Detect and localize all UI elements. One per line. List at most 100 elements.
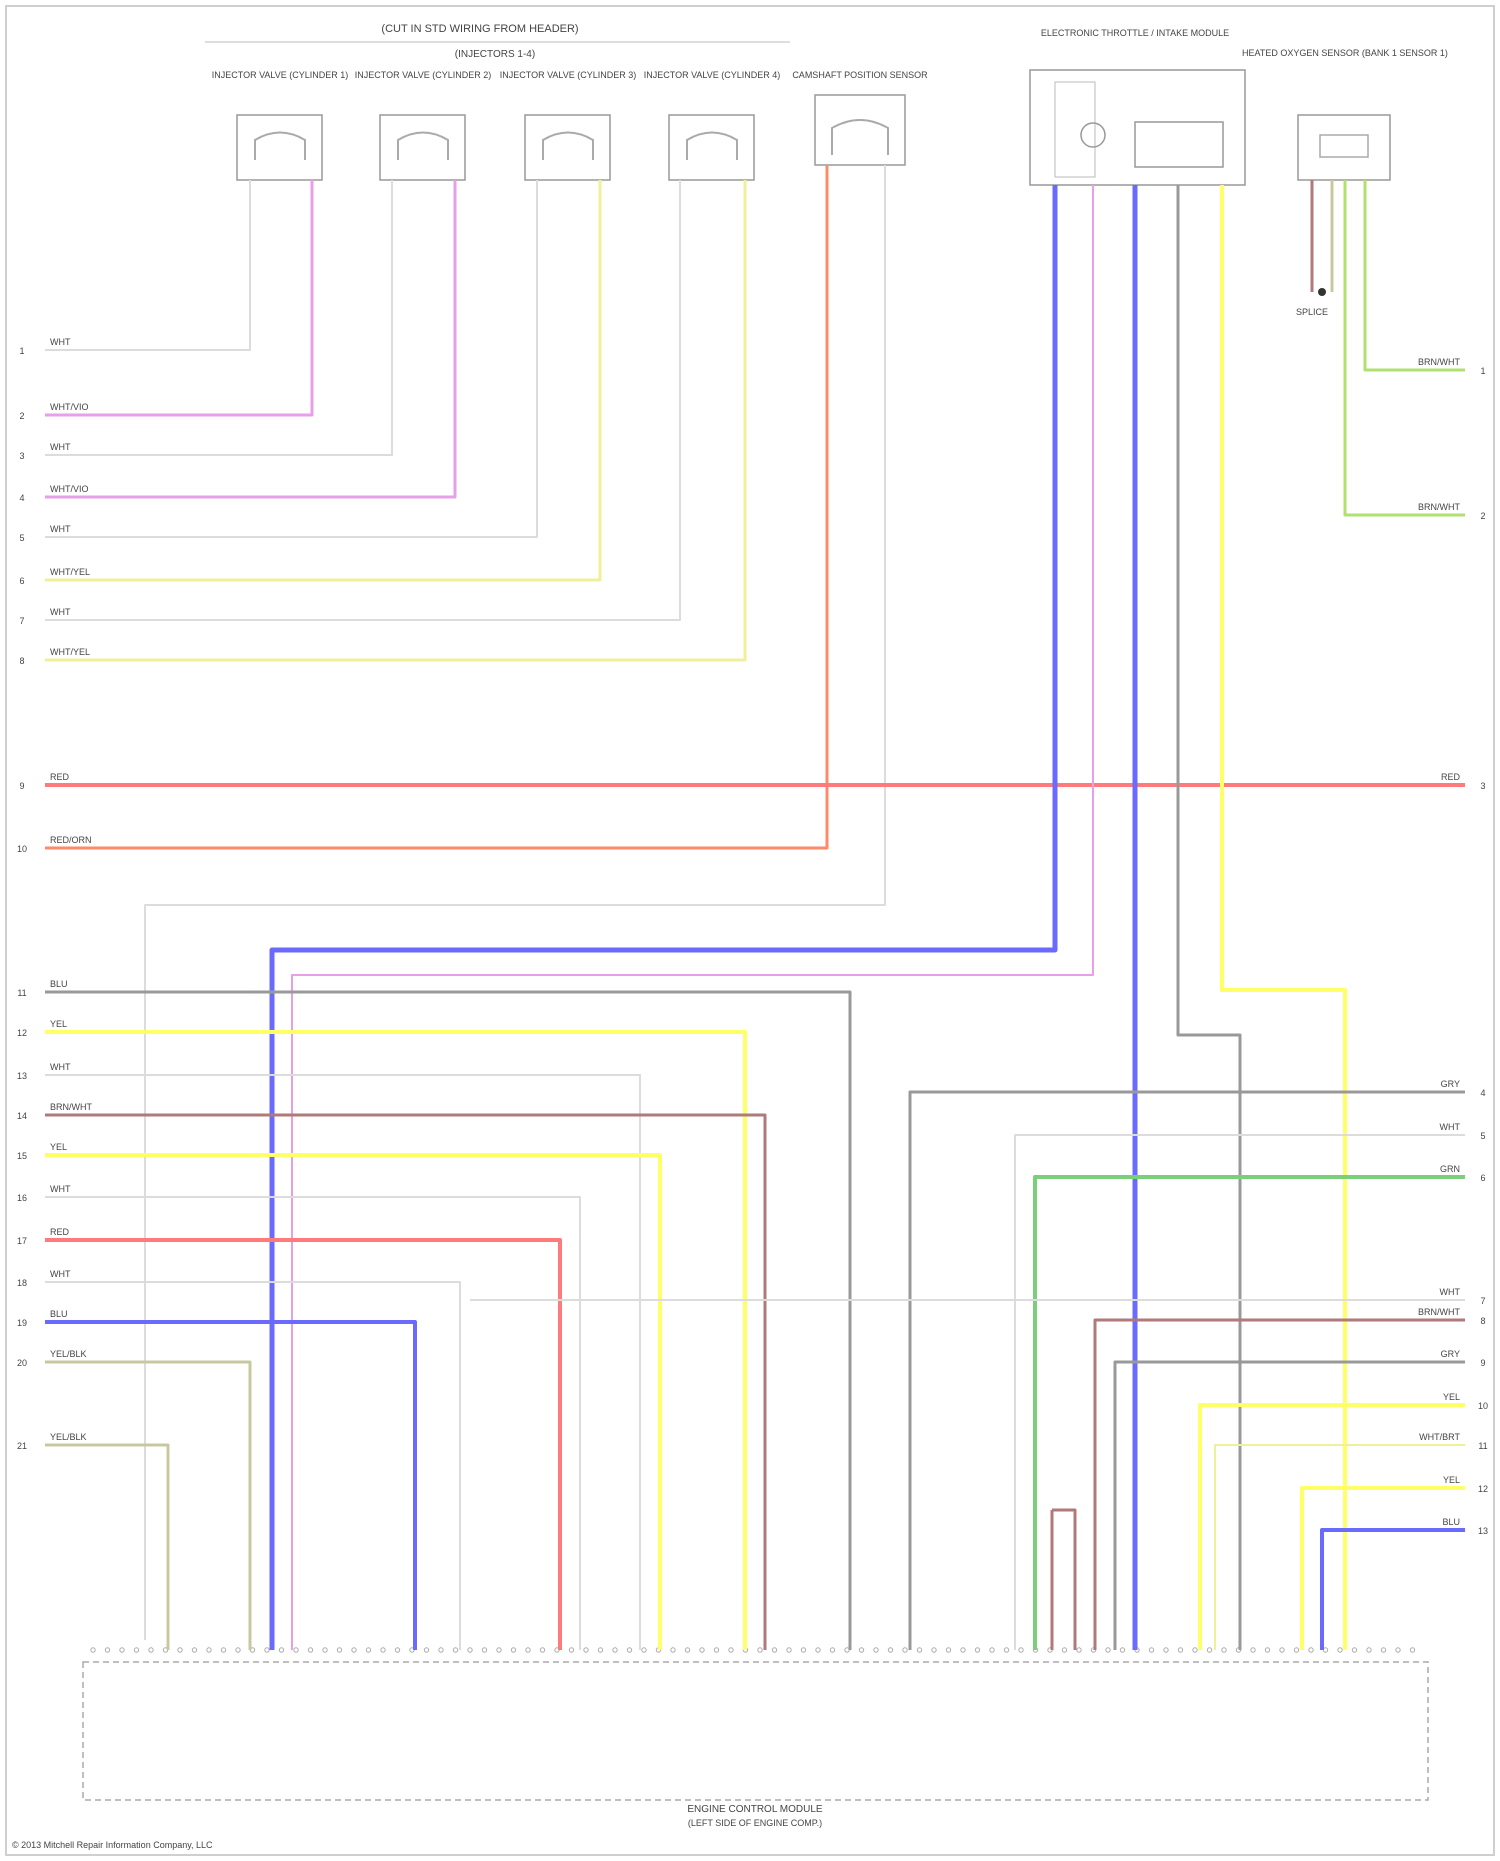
ecm-pin [1308, 1647, 1314, 1653]
ecm-pin [235, 1647, 241, 1653]
wire-right-yel [1198, 1403, 1465, 1650]
left-wire-label: WHT/YEL [50, 647, 90, 657]
right-wire-label: WHT [1440, 1287, 1461, 1297]
left-row-number: 15 [17, 1151, 27, 1161]
right-row-number: 8 [1480, 1316, 1485, 1326]
left-wire-label: WHT [50, 337, 71, 347]
right-wire-label: YEL [1443, 1392, 1460, 1402]
ecm-pin [1192, 1647, 1198, 1653]
ecm-pin [684, 1647, 691, 1653]
wire-right-wht [1014, 1134, 1465, 1650]
left-labels: 1 WHT 2 WHT/VIO 3 WHT 4 WHT/VIO 5 WHT 6 WHT/YEL 7 WHT… [17, 337, 93, 1451]
left-row-number: 1 [19, 346, 24, 356]
ecm-pin [960, 1647, 966, 1653]
coil-icon [686, 131, 738, 160]
injector-2: INJECTOR VALVE (CYLINDER 2) [355, 70, 491, 181]
injector-2-body [379, 114, 466, 181]
wire-left-brn [45, 1113, 767, 1650]
camshaft-sensor-label: CAMSHAFT POSITION SENSOR [792, 70, 928, 80]
ecm-pin [902, 1647, 908, 1653]
ecm-pin [873, 1647, 879, 1653]
heater-icon [1319, 134, 1369, 158]
wire-left-red [45, 1238, 562, 1650]
left-wire-label: BLU [50, 979, 68, 989]
right-row-number: 5 [1480, 1131, 1485, 1141]
coil-icon [397, 131, 449, 160]
right-row-number: 1 [1480, 366, 1485, 376]
left-row-number: 11 [17, 988, 26, 998]
injector-group-label: (INJECTORS 1-4) [455, 49, 535, 60]
left-wire-label: RED [50, 772, 70, 782]
wire-left-wht-3 [45, 1281, 461, 1650]
right-row-number: 12 [1478, 1484, 1488, 1494]
right-wire-label: GRN [1440, 1164, 1460, 1174]
injector-4-body [668, 114, 755, 181]
splice-dot [1318, 288, 1326, 296]
ecm-pin [1250, 1647, 1256, 1653]
ecm-pin [336, 1647, 343, 1653]
right-wire-label: GRY [1441, 1349, 1460, 1359]
ecm-pin [380, 1647, 386, 1653]
ecm-pin [1351, 1647, 1358, 1653]
ecm-pin [1206, 1647, 1213, 1653]
ecm-pin [525, 1647, 531, 1653]
ecm-pin [351, 1647, 357, 1653]
right-row-number: 7 [1480, 1296, 1485, 1306]
right-wire-label: BLU [1442, 1517, 1460, 1527]
ecm-pin [496, 1647, 502, 1653]
left-row-number: 12 [17, 1028, 27, 1038]
ecm-pin [568, 1647, 575, 1653]
left-wire-label: WHT/VIO [50, 402, 89, 412]
wire-right-blu [1320, 1528, 1465, 1650]
ecm-pin [278, 1647, 285, 1653]
wire-o2-3 [1363, 180, 1465, 372]
motor-icon [1080, 122, 1106, 148]
camshaft-sensor-body [814, 94, 906, 166]
ecm-pin-row [90, 1647, 1416, 1653]
ecm-pin [148, 1647, 154, 1653]
right-row-number: 9 [1480, 1358, 1485, 1368]
injector-1-label: INJECTOR VALVE (CYLINDER 1) [212, 70, 349, 80]
ecm-pin [293, 1647, 299, 1653]
left-row-number: 7 [19, 616, 24, 626]
ecm-pin [423, 1647, 430, 1653]
left-row-number: 18 [17, 1278, 27, 1288]
oxygen-sensor: HEATED OXYGEN SENSOR (BANK 1 SENSOR 1) [1242, 48, 1448, 181]
wire-left-yb-1 [45, 1360, 252, 1650]
wire-left-yel-1 [45, 1030, 747, 1650]
wire-cam-ground [144, 165, 886, 1640]
ecm-pin [858, 1647, 865, 1653]
ecm-sublabel: (LEFT SIDE OF ENGINE COMP.) [688, 1818, 822, 1828]
left-wire-label: YEL/BLK [50, 1349, 87, 1359]
wire-o2-4 [1343, 180, 1465, 517]
ecm-pin [1366, 1647, 1372, 1653]
injector-4-label: INJECTOR VALVE (CYLINDER 4) [644, 70, 781, 80]
injector-3-label: INJECTOR VALVE (CYLINDER 3) [500, 70, 637, 80]
ecm-pin [322, 1647, 328, 1653]
left-wire-label: YEL [50, 1142, 67, 1152]
ecm-pin [1395, 1647, 1401, 1653]
intake-module-label: ELECTRONIC THROTTLE / INTAKE MODULE [1041, 28, 1229, 38]
right-labels: BRN/WHT 1 BRN/WHT 2 RED 3 GRY 4 WHT 5 GRN 6 WHT 7 BRN/… [1418, 357, 1488, 1536]
wire-right-yel-2 [1300, 1486, 1465, 1650]
wire-injector-4-signal [45, 180, 747, 662]
left-wire-label: WHT [50, 442, 71, 452]
wire-left-yel-2 [45, 1153, 662, 1650]
wire-gry [1176, 185, 1242, 1650]
right-wire-label: BRN/WHT [1418, 502, 1460, 512]
right-row-number: 10 [1478, 1401, 1488, 1411]
wire-left-gry [45, 990, 852, 1650]
oxygen-sensor-label: HEATED OXYGEN SENSOR (BANK 1 SENSOR 1) [1242, 48, 1448, 58]
ecm-pin [713, 1647, 720, 1653]
wire-left-wht-1 [45, 1074, 641, 1650]
intake-module: ELECTRONIC THROTTLE / INTAKE MODULE [1029, 28, 1246, 186]
wire-injector-1-wht [45, 180, 251, 351]
ecm-pin [771, 1647, 778, 1653]
left-wire-label: WHT [50, 524, 71, 534]
ecm-pin [119, 1647, 125, 1653]
left-wire-label: WHT [50, 1062, 71, 1072]
right-row-number: 13 [1478, 1526, 1488, 1536]
ecm-pin [1076, 1647, 1082, 1653]
wire-left-wht-2 [45, 1196, 581, 1650]
ecm-pin [1293, 1647, 1300, 1653]
